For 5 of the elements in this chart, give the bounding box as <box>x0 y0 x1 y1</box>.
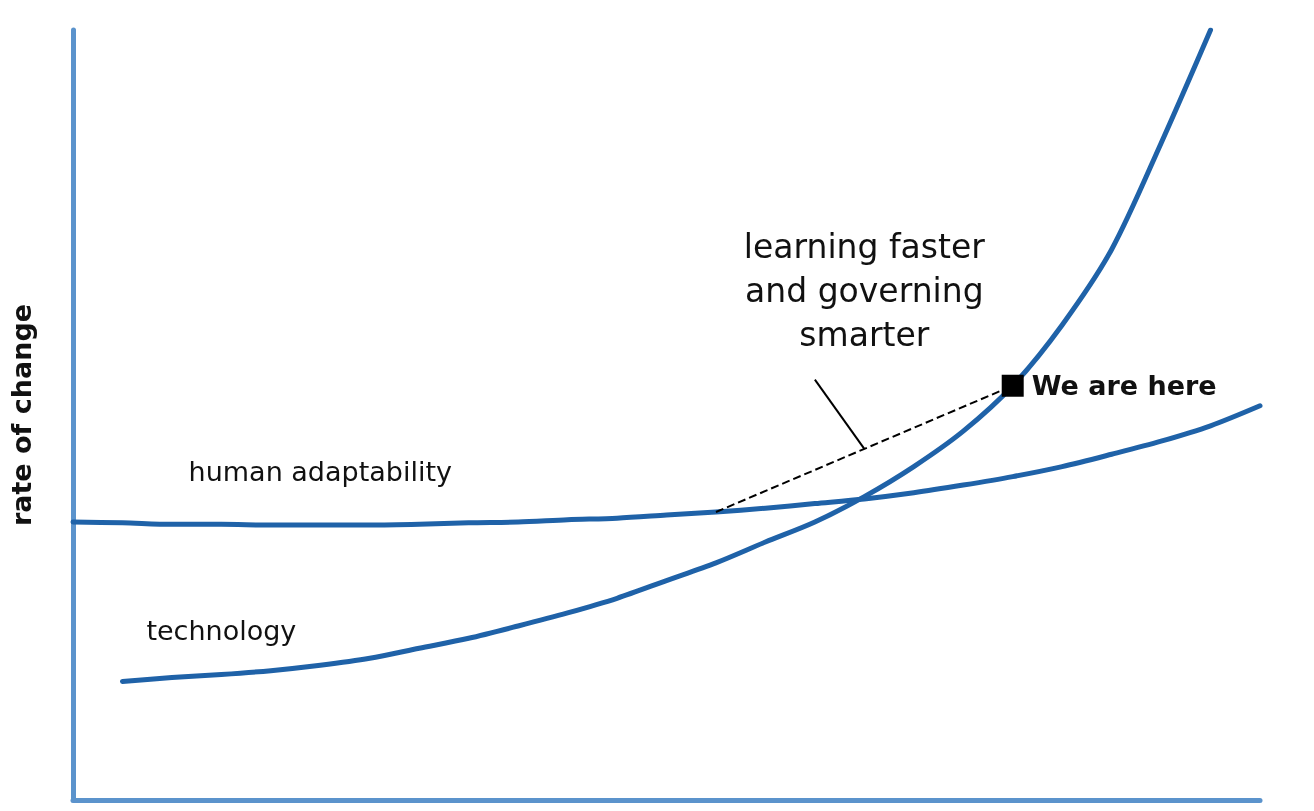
annotation: learning faster and governing smarter <box>743 226 986 354</box>
series-label: human adaptability <box>188 456 453 488</box>
y-axis-title: rate of change <box>6 303 37 527</box>
series-label: technology <box>146 615 297 647</box>
annotation: We are here <box>1031 370 1217 402</box>
